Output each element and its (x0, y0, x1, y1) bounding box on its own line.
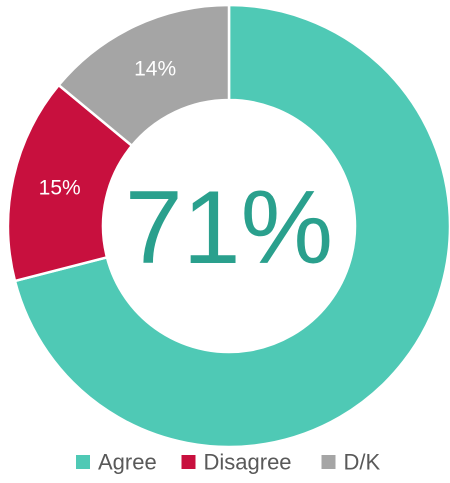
slice (56, 3, 231, 148)
slice (13, 3, 450, 449)
slices: 15% 14% (6, 3, 450, 449)
legend-label: Disagree (204, 450, 292, 475)
value-label: 14% (134, 58, 176, 81)
legend-label: Agree (98, 450, 157, 475)
legend-swatch (76, 455, 90, 469)
legend-swatch (321, 455, 336, 469)
legend-label: D/K (344, 450, 381, 475)
center-label: 71% (125, 170, 333, 286)
legend-swatch (181, 455, 196, 469)
legend: Agree Disagree D/K (76, 450, 381, 475)
value-label: 15% (39, 177, 81, 200)
